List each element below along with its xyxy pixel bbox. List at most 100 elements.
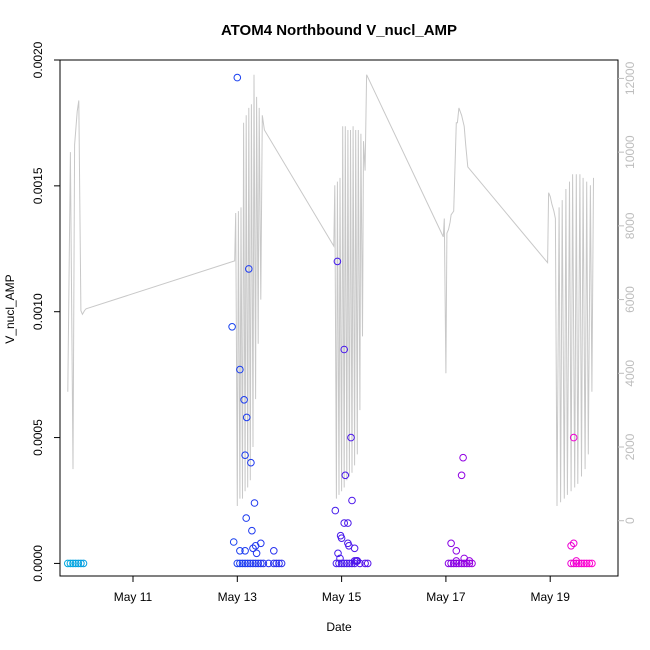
data-point [254,559,263,568]
data-point [449,559,458,568]
data-point [257,539,265,548]
data-point [363,559,372,568]
data-point [348,496,356,505]
data-point [353,557,362,565]
data-point [277,559,286,568]
data-point [452,547,461,555]
secondary-line [67,74,594,507]
data-point [241,559,249,568]
data-point [336,531,345,540]
data-point [340,519,349,527]
data-point [569,539,578,548]
data-point [334,549,342,558]
data-point [241,547,249,555]
data-point [344,519,352,527]
data-point [257,559,265,568]
y2-tick-label: 2000 [623,433,637,460]
y-tick-label: 0.0000 [31,545,45,582]
data-point [572,557,581,565]
data-point [575,559,583,568]
data-point [242,413,251,422]
x-tick-label: May 19 [531,590,571,604]
data-point [270,559,278,568]
data-point [459,453,467,462]
data-point [336,554,344,563]
data-point [580,559,588,568]
data-point [585,559,594,568]
data-point [250,499,259,507]
data-point [333,257,342,266]
data-point [452,559,461,568]
data-point [233,73,242,82]
data-point [588,559,596,568]
x-axis-label: Date [326,620,352,634]
plot-frame [59,59,619,577]
data-point [252,549,261,558]
data-point [69,559,77,568]
data-point [66,559,75,568]
y-tick-label: 0.0015 [31,167,45,204]
y2-tick-label: 12000 [623,61,637,95]
y2-axis: 0 2000 4000 6000 8000 10000 12000 [618,61,637,524]
y2-tick-label: 4000 [623,360,637,387]
data-point [236,559,244,568]
data-point [343,559,351,568]
data-point [236,547,244,555]
data-point [79,559,88,568]
data-point [452,557,461,565]
data-point [455,559,463,568]
x-tick-label: May 15 [322,590,362,604]
x-tick-label: May 13 [218,590,258,604]
data-point [457,471,466,480]
data-point [64,559,72,568]
data-point [341,471,350,480]
y-tick-label: 0.0005 [31,419,45,456]
data-point [264,559,273,568]
data-point [275,559,283,568]
data-point [74,559,83,568]
data-point [347,433,355,442]
y-axis: 0.0000 0.0005 0.0010 0.0015 0.0020 [31,41,60,582]
y2-tick-label: 0 [623,517,637,524]
data-point [337,559,346,568]
data-point [248,526,256,535]
data-point [238,559,247,568]
data-point [272,559,281,568]
data-point [240,396,248,404]
data-point [465,559,474,568]
x-axis: May 11 May 13 May 15 May 17 May 19 [114,576,570,604]
data-point [340,559,349,568]
x-tick-label: May 11 [114,590,153,604]
data-point [77,559,85,568]
data-point [447,539,455,548]
data-point [246,559,255,568]
points-layer [64,73,596,568]
data-point [468,559,476,568]
data-point [569,559,578,568]
secondary-line-layer [67,74,594,507]
data-point [465,557,474,565]
data-point [572,559,581,568]
data-point [242,514,250,522]
data-point [236,365,244,374]
data-point [229,538,238,546]
data-point [228,323,236,331]
data-point [233,559,242,568]
data-point [245,265,253,273]
data-point [251,559,260,568]
data-point [270,547,278,555]
data-point [335,559,343,568]
y2-tick-label: 10000 [623,135,637,169]
y-axis-label: V_nucl_AMP [3,274,17,343]
chart-title: ATOM4 Northbound V_nucl_AMP [221,22,457,39]
data-point [259,559,268,568]
data-point [332,559,341,568]
data-point [340,345,349,354]
data-point [249,559,257,568]
data-point [71,559,80,568]
y2-tick-label: 8000 [623,212,637,239]
data-point [345,542,353,550]
